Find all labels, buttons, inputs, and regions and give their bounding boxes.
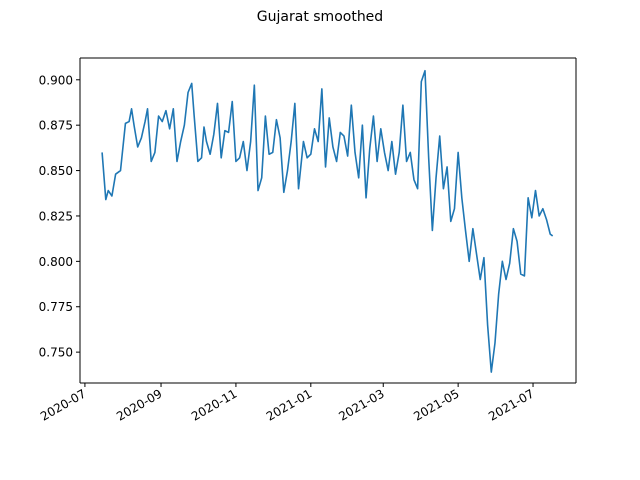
axes-frame — [79, 57, 577, 384]
y-tick-label: 0.850 — [39, 164, 73, 178]
series-line-1 — [101, 69, 554, 373]
series-layer — [101, 69, 554, 373]
chart-title: Gujarat smoothed — [257, 9, 383, 25]
y-tick-label: 0.800 — [39, 255, 73, 269]
y-tick-label: 0.825 — [39, 209, 73, 223]
y-tick-label: 0.775 — [39, 300, 73, 314]
y-tick-label: 0.900 — [39, 73, 73, 87]
plot-area — [80, 58, 576, 383]
y-axis-ticks: 0.750 0.775 0.800 0.825 0.850 0.875 0.900 — [39, 73, 80, 360]
y-tick-label: 0.750 — [39, 346, 73, 360]
y-tick-label: 0.875 — [39, 119, 73, 133]
